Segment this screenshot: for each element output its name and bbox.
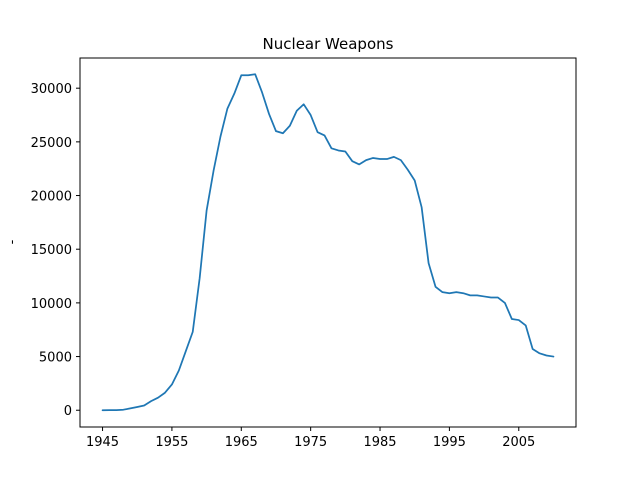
x-tick-label: 1985 [363,435,396,450]
x-tick-label: 1995 [433,435,466,450]
axis-ticks: 1945 1955 1965 1975 1985 1995 2005 0 5000 10000 15… [31,82,536,450]
y-tick-label: 25000 [31,136,72,151]
series-line [101,73,555,412]
x-tick-label: 1975 [294,435,327,450]
x-tick-label: 1965 [225,435,258,450]
y-tick-label: 20000 [31,190,72,205]
plot-area [80,58,576,427]
y-axis-label: - [5,239,20,244]
y-tick-label: 10000 [31,297,72,312]
plot-frame [79,57,577,428]
y-tick-label: 30000 [31,82,72,97]
y-tick-label: 15000 [31,243,72,258]
x-tick-label: 1955 [155,435,188,450]
x-tick-label: 2005 [502,435,535,450]
chart-title: Nuclear Weapons [263,35,394,53]
x-tick-label: 1945 [86,435,119,450]
y-tick-label: 0 [64,404,72,419]
y-tick-label: 5000 [39,351,72,366]
